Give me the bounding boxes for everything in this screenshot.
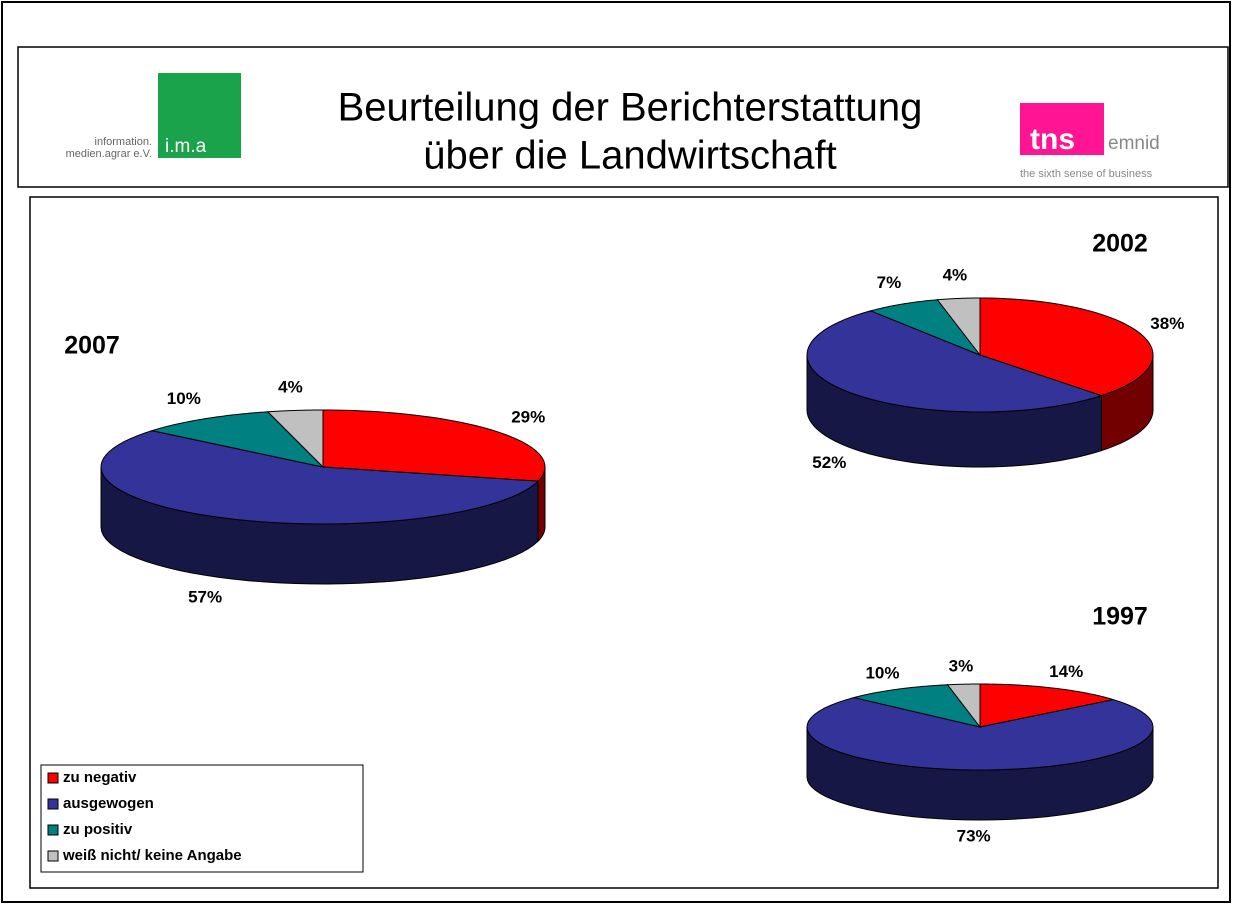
legend-swatch bbox=[47, 824, 59, 836]
slogan: the sixth sense of business bbox=[1020, 168, 1153, 180]
data-label: 3% bbox=[949, 657, 974, 676]
data-label: 10% bbox=[865, 664, 899, 683]
data-label: 4% bbox=[943, 265, 968, 284]
legend-label: weiß nicht/ keine Angabe bbox=[62, 847, 242, 864]
data-label: 73% bbox=[957, 827, 991, 846]
data-label: 14% bbox=[1049, 662, 1083, 681]
data-label: 52% bbox=[812, 453, 846, 472]
data-label: 7% bbox=[877, 273, 902, 292]
legend-swatch bbox=[47, 772, 59, 784]
pie-slice bbox=[853, 684, 982, 728]
title: über die Landwirtschaft bbox=[423, 134, 837, 178]
pie-slice bbox=[806, 697, 1154, 771]
pie-slice bbox=[266, 409, 324, 469]
pie-slice bbox=[869, 299, 982, 357]
pie-slice bbox=[322, 409, 546, 482]
pie-slice bbox=[946, 683, 981, 729]
pie-title: 2002 bbox=[1092, 230, 1148, 258]
legend-box bbox=[40, 764, 364, 873]
legend-label: ausgewogen bbox=[63, 795, 154, 812]
data-label: 29% bbox=[511, 408, 545, 427]
legend-label: zu positiv bbox=[63, 821, 133, 838]
pie-slice bbox=[100, 430, 540, 525]
emnid-text: emnid bbox=[1108, 133, 1160, 154]
pie-slice bbox=[979, 683, 1114, 728]
tns-logo-text: tns bbox=[1030, 123, 1075, 156]
data-label: 38% bbox=[1150, 314, 1184, 333]
ima-logo-text: i.m.a bbox=[165, 136, 207, 157]
pie-slice bbox=[979, 297, 1154, 397]
data-label: 57% bbox=[188, 588, 222, 607]
logo-text: medien.agrar e.V. bbox=[66, 148, 152, 160]
legend-label: zu negativ bbox=[63, 769, 137, 786]
data-label: 4% bbox=[278, 377, 303, 396]
legend-swatch bbox=[47, 850, 59, 862]
ima-logo bbox=[158, 73, 241, 158]
legend-swatch bbox=[47, 798, 59, 810]
pie-title: 1997 bbox=[1092, 603, 1148, 631]
pie-slice bbox=[149, 411, 325, 468]
logo-text: information. bbox=[95, 136, 152, 148]
title: Beurteilung der Berichterstattung bbox=[338, 86, 923, 130]
data-label: 10% bbox=[167, 389, 201, 408]
pie-title: 2007 bbox=[64, 332, 120, 360]
tns-logo bbox=[1020, 103, 1104, 155]
pie-slice bbox=[936, 297, 981, 357]
pie-slice bbox=[806, 310, 1104, 413]
